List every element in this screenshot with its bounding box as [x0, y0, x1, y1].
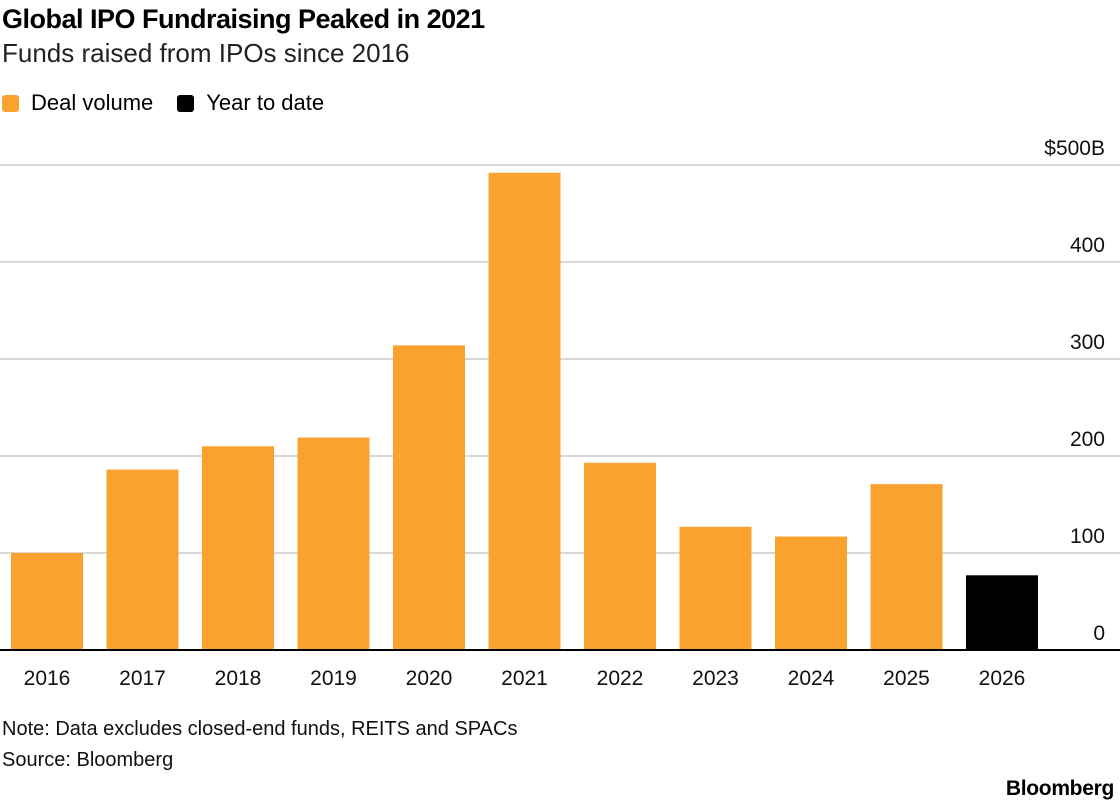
bar [297, 437, 370, 650]
bar [393, 345, 465, 650]
x-tick-label: 2021 [501, 667, 548, 690]
bar [488, 172, 561, 650]
bar [679, 526, 752, 650]
bar [584, 462, 656, 650]
x-tick-label: 2017 [119, 667, 166, 690]
bar [966, 575, 1038, 650]
chart-title: Global IPO Fundraising Peaked in 2021 [2, 4, 485, 34]
y-tick-label: 400 [1070, 234, 1105, 257]
x-tick-label: 2023 [692, 667, 739, 690]
x-tick-label: 2026 [979, 667, 1026, 690]
x-tick-label: 2025 [883, 667, 930, 690]
y-tick-label: 300 [1070, 331, 1105, 354]
legend-item-deal-volume: Deal volume [2, 90, 153, 116]
x-tick-label: 2024 [788, 667, 835, 690]
legend-label-year-to-date: Year to date [206, 90, 325, 115]
bar [202, 446, 274, 650]
legend-swatch-year-to-date [177, 94, 195, 112]
y-tick-label: $500B [1044, 137, 1105, 160]
bar-chart: 0 100 200 300 400 $500B 2016 2017 2018 2019 2020 20… [0, 137, 1120, 690]
legend: Deal volume Year to date [2, 90, 348, 116]
chart-source: Source: Bloomberg [2, 749, 174, 771]
bar [106, 469, 179, 650]
y-tick-label: 0 [1093, 622, 1105, 645]
x-tick-label: 2022 [597, 667, 644, 690]
chart-subtitle: Funds raised from IPOs since 2016 [2, 38, 410, 68]
bloomberg-logo: Bloomberg [1005, 777, 1114, 800]
legend-item-year-to-date: Year to date [177, 90, 324, 116]
x-tick-label: 2019 [310, 667, 357, 690]
x-tick-label: 2018 [215, 667, 262, 690]
legend-swatch-deal-volume [2, 94, 19, 112]
y-tick-label: 200 [1070, 428, 1105, 451]
y-tick-label: 100 [1070, 525, 1105, 548]
x-tick-label: 2020 [406, 667, 453, 690]
bar [870, 484, 943, 650]
bar [11, 553, 83, 650]
bar [775, 536, 847, 650]
legend-label-deal-volume: Deal volume [31, 90, 154, 115]
x-tick-label: 2016 [24, 667, 71, 690]
chart-note: Note: Data excludes closed-end funds, RE… [2, 718, 518, 740]
